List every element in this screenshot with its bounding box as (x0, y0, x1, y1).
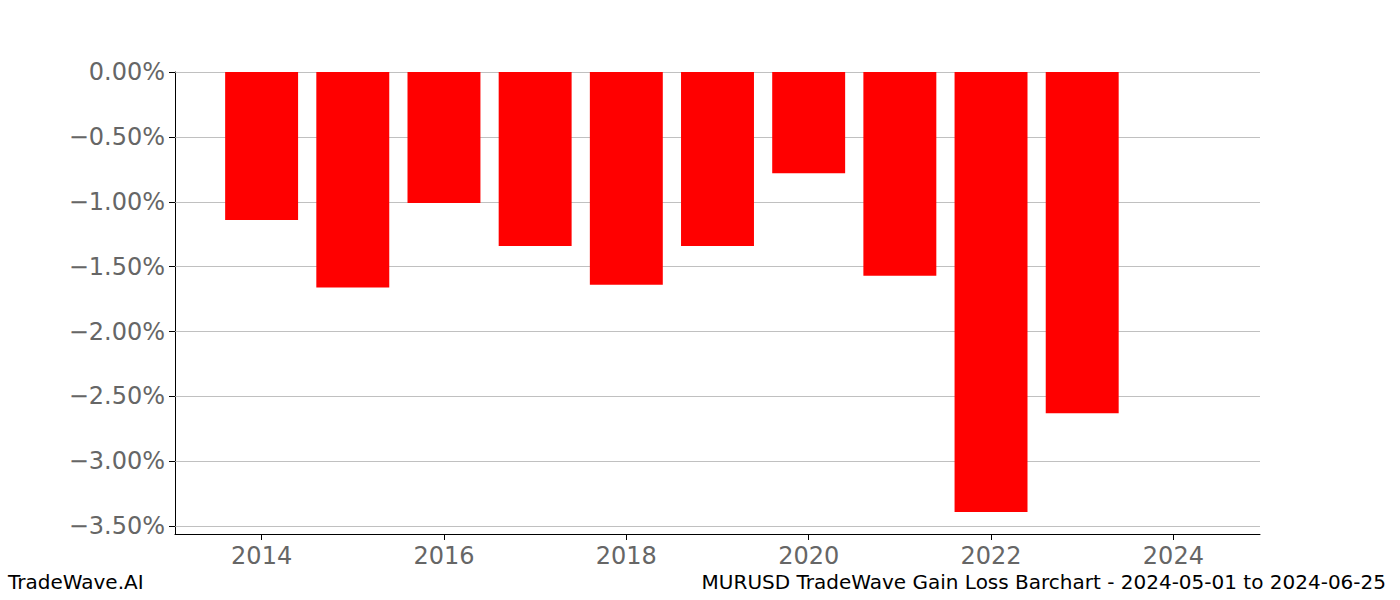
svg-text:2024: 2024 (1143, 542, 1204, 570)
svg-text:2020: 2020 (778, 542, 839, 570)
svg-text:−3.50%: −3.50% (69, 512, 165, 540)
svg-text:2018: 2018 (596, 542, 657, 570)
svg-text:−3.00%: −3.00% (69, 447, 165, 475)
svg-text:MURUSD TradeWave Gain Loss Bar: MURUSD TradeWave Gain Loss Barchart - 20… (702, 570, 1386, 594)
svg-text:−1.50%: −1.50% (69, 253, 165, 281)
svg-text:−1.00%: −1.00% (69, 188, 165, 216)
svg-text:2016: 2016 (413, 542, 474, 570)
svg-text:−2.00%: −2.00% (69, 318, 165, 346)
svg-text:2014: 2014 (231, 542, 292, 570)
svg-text:−0.50%: −0.50% (69, 123, 165, 151)
svg-text:TradeWave.AI: TradeWave.AI (7, 570, 144, 594)
svg-text:0.00%: 0.00% (89, 58, 165, 86)
svg-text:−2.50%: −2.50% (69, 382, 165, 410)
svg-text:2022: 2022 (960, 542, 1021, 570)
